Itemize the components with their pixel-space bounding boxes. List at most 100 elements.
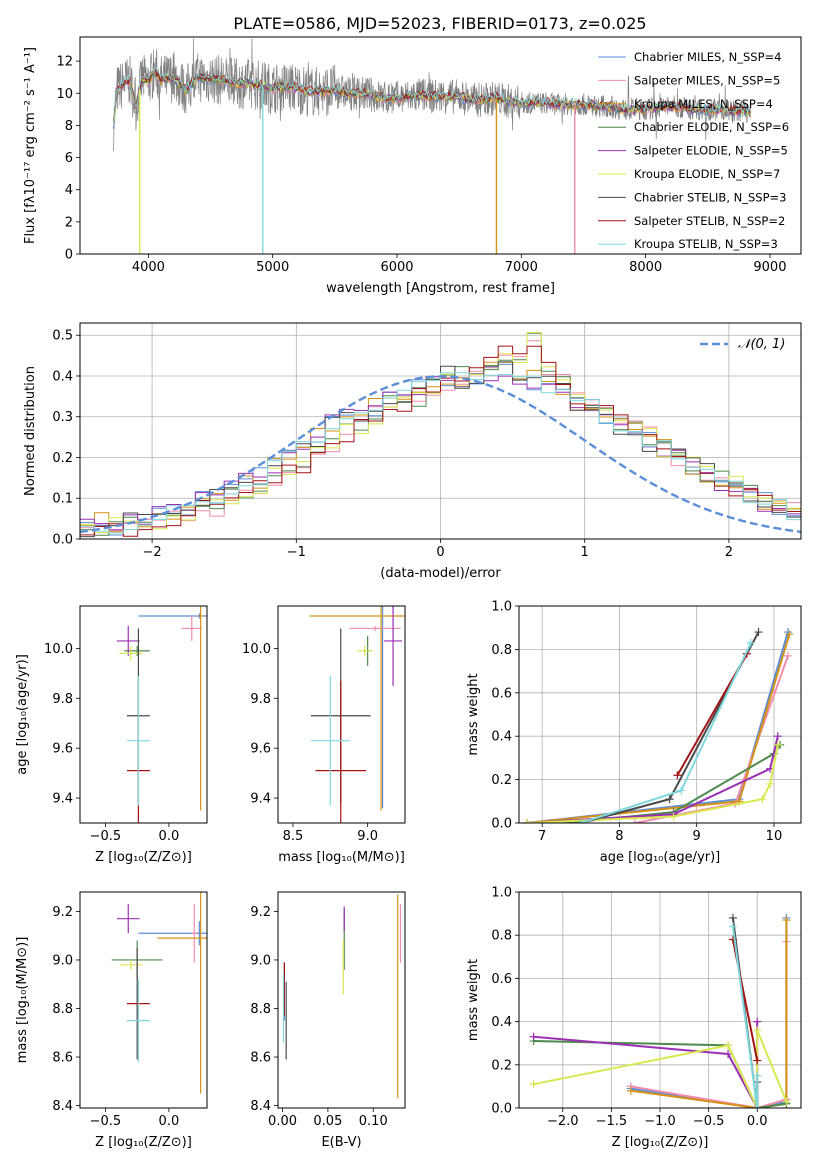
y-axis-label: mass weight <box>466 959 481 1041</box>
normal-reference-curve <box>80 375 801 534</box>
x-axis-label: Z [log₁₀(Z/Z⊙)] <box>612 1135 709 1150</box>
legend-label: Salpeter MILES, N_SSP=5 <box>634 73 780 87</box>
weight-marker <box>783 628 792 637</box>
y-tick-label: 9.8 <box>250 692 271 707</box>
x-axis-label: mass [log₁₀(M/M⊙)] <box>278 850 405 865</box>
weight-marker <box>782 1097 791 1106</box>
x-tick-label: −1.0 <box>644 1114 676 1129</box>
axes-frame <box>277 605 406 824</box>
y-tick-label: 0.1 <box>52 492 73 507</box>
y-tick-label: 0.4 <box>491 1015 512 1030</box>
x-tick-label: 5000 <box>256 260 289 275</box>
y-tick-label: 8.4 <box>250 1099 271 1114</box>
x-tick-label: 8 <box>615 829 623 844</box>
y-tick-label: 9.4 <box>250 792 271 807</box>
y-tick-label: 10 <box>56 87 73 102</box>
x-tick-label: 8.5 <box>283 829 304 844</box>
weight-marker <box>746 638 755 647</box>
errorbar-point <box>310 675 350 806</box>
plot-area <box>116 606 207 823</box>
weight-marker <box>753 1071 762 1080</box>
weight-marker <box>669 812 678 821</box>
plot-area <box>111 892 207 1094</box>
weight-line-6 <box>533 1029 788 1108</box>
axes-frame <box>79 36 802 255</box>
y-tick-label: 1.0 <box>491 600 512 615</box>
panel-residuals: −2 −1 0 1 2 0.0 0.1 0.2 0.3 0.4 0.5 (data-model)/er… <box>23 322 802 581</box>
panels: 4000 5000 6000 7000 8000 9000024681012wavelen… <box>15 36 802 1150</box>
panel-age_vs_mass: 8.5 9.0 9.4 9.6 9.8 10.0 mass [log₁₀(M/M⊙)] <box>242 605 406 865</box>
x-tick-label: 0 <box>436 545 444 560</box>
x-tick-label: −0.5 <box>90 829 122 844</box>
y-axis-label: Normed distribution <box>23 366 38 496</box>
y-tick-label: 0.6 <box>491 686 512 701</box>
x-tick-label: −2.0 <box>547 1114 579 1129</box>
plot-area <box>282 894 402 1099</box>
y-tick-label: 8.4 <box>52 1099 73 1114</box>
x-tick-label: 0.10 <box>359 1114 388 1129</box>
x-tick-label: 7000 <box>505 260 538 275</box>
weight-marker <box>773 732 782 741</box>
legend-label: Chabrier STELIB, N_SSP=3 <box>634 190 786 204</box>
weight-marker <box>626 1086 635 1095</box>
weight-marker <box>724 1041 733 1050</box>
panel-weight_vs_Z: −2.0 −1.5 −1.0 −0.5 0.0 0.0 0.2 0.4 0.6 0.8 1.0 Z [… <box>466 886 802 1150</box>
legend: 𝒩(0, 1) <box>700 337 785 352</box>
x-tick-label: 6000 <box>380 260 413 275</box>
y-tick-label: 9.4 <box>52 792 73 807</box>
x-tick-label: 9 <box>693 829 701 844</box>
x-tick-label: 2 <box>725 545 733 560</box>
legend-label: Salpeter ELODIE, N_SSP=5 <box>634 144 788 158</box>
x-tick-label: 0.0 <box>159 829 180 844</box>
x-tick-label: −0.5 <box>90 1114 122 1129</box>
y-tick-label: 8.6 <box>250 1051 271 1066</box>
y-tick-label: 10.0 <box>44 642 73 657</box>
weight-marker <box>522 819 531 823</box>
y-tick-label: 0.2 <box>491 1058 512 1073</box>
errorbar-point <box>357 645 373 656</box>
x-tick-label: −1.5 <box>596 1114 628 1129</box>
y-tick-label: 9.6 <box>52 742 73 757</box>
panel-weight_vs_age: 7 8 9 10 0.0 0.2 0.4 0.6 0.8 1.0 age [log₁₀(age/yr… <box>466 600 802 865</box>
legend-label: Kroupa STELIB, N_SSP=3 <box>634 237 778 251</box>
y-tick-label: 0.6 <box>491 972 512 987</box>
y-tick-label: 0.8 <box>491 643 512 658</box>
errorbar-point <box>198 606 204 811</box>
plot-area <box>309 606 405 823</box>
y-tick-label: 0.3 <box>52 410 73 425</box>
weight-marker <box>724 1050 733 1058</box>
y-tick-label: 0.0 <box>491 1102 512 1117</box>
x-tick-label: 0.05 <box>313 1114 342 1129</box>
figure-title: PLATE=0586, MJD=52023, FIBERID=0173, z=0… <box>233 14 646 33</box>
errorbar-point <box>116 904 140 934</box>
y-tick-label: 9.8 <box>52 692 73 707</box>
legend-label: 𝒩(0, 1) <box>738 337 785 352</box>
legend-label: Chabrier MILES, N_SSP=4 <box>634 50 781 64</box>
weight-marker <box>728 922 737 931</box>
weight-marker <box>529 1032 538 1041</box>
panel-mass_vs_Z: −0.5 0.0 8.4 8.6 8.8 9.0 9.2 Z [log₁₀(Z/Z⊙)] mas… <box>15 891 208 1150</box>
weight-line-9 <box>580 642 752 823</box>
y-tick-label: 0.0 <box>52 533 73 548</box>
y-tick-label: 4 <box>65 183 73 198</box>
weight-marker <box>673 771 682 780</box>
weight-marker <box>758 795 767 804</box>
errorbar-point <box>309 606 405 811</box>
x-tick-label: −1 <box>287 545 306 560</box>
y-tick-label: 8.8 <box>52 1002 73 1017</box>
x-tick-label: 7 <box>538 829 546 844</box>
y-tick-label: 6 <box>65 151 73 166</box>
weight-marker <box>728 913 737 922</box>
axes-frame <box>518 605 802 824</box>
weight-marker <box>766 779 775 788</box>
weight-marker <box>753 1026 762 1035</box>
errorbar-point <box>349 625 401 631</box>
y-axis-label: age [log₁₀(age/yr)] <box>15 654 30 775</box>
errorbar-point <box>315 680 367 823</box>
y-tick-label: 12 <box>56 55 73 70</box>
legend-label: Chabrier ELODIE, N_SSP=6 <box>634 120 789 134</box>
x-tick-label: 8000 <box>629 260 662 275</box>
model-line-9 <box>113 65 751 127</box>
y-tick-label: 9.2 <box>250 905 271 920</box>
